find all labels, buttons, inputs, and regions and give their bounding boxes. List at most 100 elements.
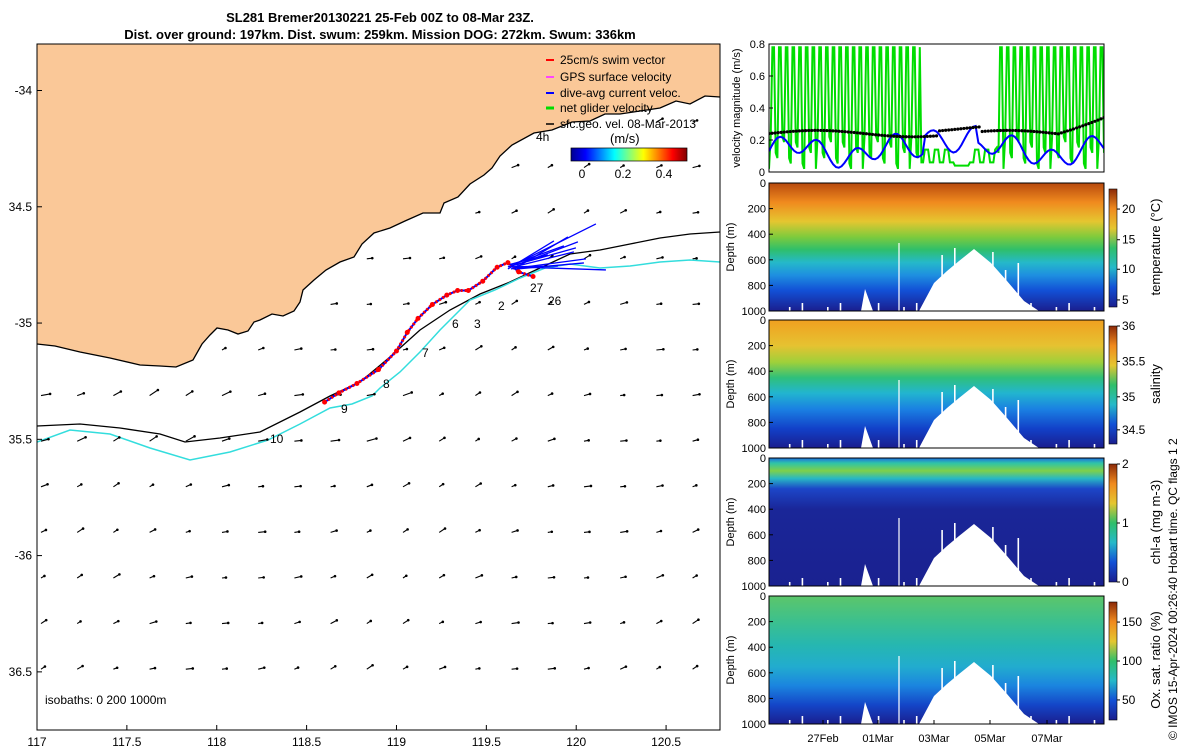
- sfc-geo-point: [980, 129, 984, 134]
- sfc-geo-point: [828, 129, 832, 133]
- section-colorbar: [1108, 601, 1118, 721]
- map-x-tick-label: 117: [27, 735, 46, 749]
- legend-4h: 4h: [536, 130, 549, 144]
- section-frame: [768, 182, 1105, 312]
- sfc-geo-point: [1041, 130, 1045, 134]
- sfc-geo-point: [785, 130, 789, 134]
- sfc-geo-vector: [113, 391, 122, 397]
- sfc-geo-point: [931, 134, 936, 138]
- depth-tick-label: 200: [748, 617, 766, 629]
- track-label-3: 3: [474, 317, 481, 331]
- sfc-geo-point: [1056, 132, 1060, 136]
- colorbar-tick-label: 100: [1122, 654, 1142, 668]
- time-tick-label: 07Mar: [1031, 733, 1063, 745]
- sfc-geo-point: [819, 128, 823, 133]
- time-tick-label: 27Feb: [807, 733, 838, 745]
- sfc-geo-point: [1047, 131, 1051, 135]
- sfc-geo-point: [919, 135, 923, 139]
- sfc-geo-point: [880, 133, 884, 137]
- sfc-geo-point: [1074, 126, 1079, 130]
- sfc-geo-point: [803, 129, 808, 133]
- sfc-geo-point: [1023, 129, 1027, 133]
- sfc-geo-point: [1081, 124, 1085, 128]
- isobaths-label: isobaths: 0 200 1000m: [45, 693, 166, 707]
- speed-colorbar: [570, 147, 688, 162]
- sfc-geo-point: [1017, 128, 1021, 133]
- sfc-geo-point: [1038, 130, 1042, 134]
- map-x-tick-label: 118.5: [292, 735, 321, 749]
- section-colorbar: [1108, 325, 1118, 445]
- sfc-geo-point: [1096, 118, 1100, 122]
- sfc-geo-point: [1084, 123, 1088, 127]
- sfc-geo-point: [1078, 125, 1082, 129]
- sfc-geo-point: [782, 130, 786, 134]
- sfc-geo-point: [1093, 119, 1097, 123]
- sfc-geo-point: [1050, 131, 1054, 135]
- track-point: [494, 264, 500, 270]
- track-label-8: 8: [383, 377, 390, 391]
- net-glider-velocity-series: [769, 46, 1104, 170]
- sfc-geo-point: [904, 135, 908, 139]
- sfc-geo-vector: [185, 435, 195, 442]
- section-frame: [768, 319, 1105, 449]
- track-point: [404, 329, 410, 335]
- sfc-geo-point: [947, 128, 951, 132]
- depth-tick-label: 400: [748, 366, 766, 378]
- bathymetry-mask: [769, 662, 1104, 724]
- map-y-tick-label: 36.5: [9, 665, 33, 679]
- map-x-tick-label: 117.5: [112, 735, 141, 749]
- sfc-geo-point: [861, 131, 866, 136]
- track-point: [455, 287, 461, 293]
- colorbar-axis-label: Ox. sat. ratio (%): [1148, 611, 1163, 709]
- sfc-geo-point: [822, 128, 826, 133]
- section-frame: [768, 595, 1105, 725]
- sfc-geo-velocity-series: [769, 116, 1104, 139]
- track-point: [322, 399, 328, 405]
- sfc-geo-point: [846, 130, 850, 134]
- track-label-9: 9: [341, 402, 348, 416]
- colorbar-tick-label: 20: [1122, 202, 1136, 216]
- sfc-geo-point: [800, 129, 805, 133]
- dive-avg-vector: [513, 223, 597, 266]
- dive-avg-vector: [516, 262, 584, 270]
- sfc-geo-point: [944, 128, 948, 132]
- sfc-geo-point: [907, 135, 911, 139]
- time-tick-label: 03Mar: [918, 733, 950, 745]
- time-tick-label: 05Mar: [974, 733, 1006, 745]
- velocity-ylabel: velocity magnitude (m/s): [731, 48, 743, 167]
- sfc-geo-point: [788, 129, 792, 134]
- depth-tick-label: 1000: [742, 581, 766, 593]
- sfc-geo-vector: [366, 438, 377, 442]
- map-x-tick-label: 118: [207, 735, 226, 749]
- sfc-geo-point: [794, 129, 799, 133]
- map-x-tick-label: 119.5: [472, 735, 501, 749]
- sfc-geo-point: [1029, 129, 1033, 133]
- track-point: [393, 348, 399, 354]
- sfc-geo-point: [837, 129, 841, 133]
- sfc-geo-point: [928, 134, 933, 138]
- credit-text: © IMOS 15-Apr-2024 00:26:40 Hobart time.…: [1166, 438, 1180, 740]
- sfc-geo-vector: [221, 391, 231, 397]
- legend-swim: 25cm/s swim vector: [560, 53, 665, 67]
- sfc-geo-point: [983, 129, 987, 133]
- map-x-tick-label: 120: [566, 735, 586, 749]
- colorbar-tick-label: 5: [1122, 293, 1129, 307]
- sfc-geo-point: [913, 135, 917, 139]
- velocity-y-tick-label: 0: [759, 167, 765, 179]
- sfc-geo-point: [886, 134, 890, 138]
- sfc-geo-point: [1001, 128, 1006, 133]
- sfc-geo-point: [864, 132, 869, 136]
- colorbar-tick-0.4: 0.4: [656, 167, 673, 181]
- sfc-geo-point: [974, 125, 978, 129]
- sfc-geo-point: [889, 134, 893, 138]
- sfc-geo-vector: [76, 436, 86, 442]
- dive-avg-vector: [510, 245, 565, 266]
- track-point: [415, 315, 421, 321]
- sfc-geo-point: [953, 127, 957, 131]
- colorbar-label: (m/s): [610, 131, 640, 146]
- sfc-geo-point: [1007, 128, 1012, 133]
- colorbar-tick-label: 50: [1122, 693, 1136, 707]
- sfc-geo-vector: [40, 393, 51, 397]
- sfc-geo-point: [892, 134, 896, 138]
